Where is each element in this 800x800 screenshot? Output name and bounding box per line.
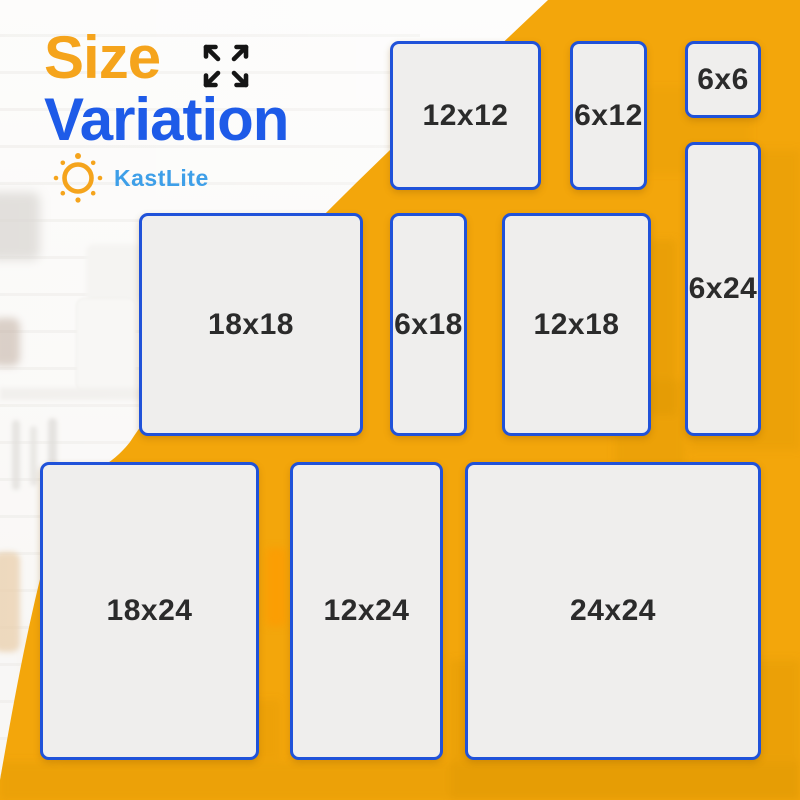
size-label: 6x6 [697,62,749,96]
size-label: 6x12 [574,98,643,132]
size-card-12x18: 12x18 [502,213,651,436]
size-label: 18x18 [208,307,294,341]
size-card-18x24: 18x24 [40,462,259,760]
size-label: 18x24 [106,594,193,627]
size-card-12x12: 12x12 [390,41,541,190]
size-card-24x24: 24x24 [465,462,761,760]
size-card-6x18: 6x18 [390,213,467,436]
size-card-6x12: 6x12 [570,41,647,190]
size-label: 6x18 [394,307,463,341]
size-label: 6x24 [688,272,758,305]
title-size: Size [44,24,161,91]
size-card-12x24: 12x24 [290,462,443,760]
size-card-18x18: 18x18 [139,213,363,436]
size-label: 12x12 [422,98,509,132]
brand-logo: KastLite [50,150,209,206]
size-label: 12x18 [533,307,620,341]
brand-name: KastLite [114,164,209,191]
size-card-6x24: 6x24 [685,142,761,436]
size-label: 12x24 [323,594,410,627]
size-card-6x6: 6x6 [685,41,761,118]
expand-arrows-icon [203,44,249,88]
title-variation: Variation [44,86,289,153]
sun-icon [53,153,103,203]
size-label: 24x24 [570,594,656,627]
